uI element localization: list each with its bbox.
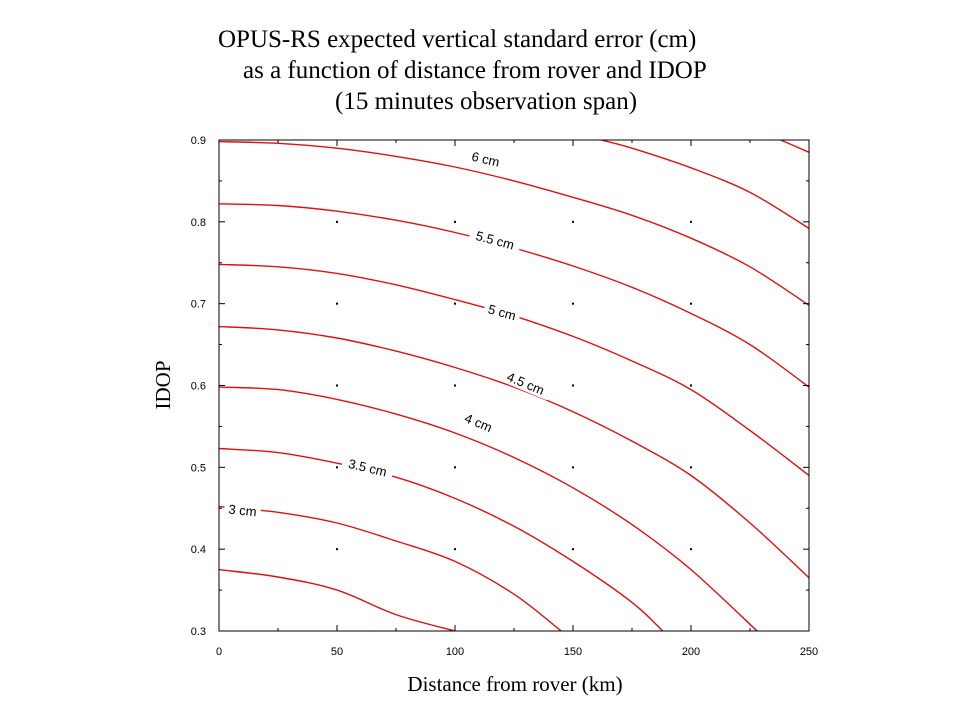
contour-label-bg [466,146,506,171]
y-tick-label: 0.7 [191,299,206,311]
sample-point [454,302,456,305]
sample-point [572,466,574,469]
contour-label-6: 5.5 cm [468,225,523,255]
sample-point [336,548,338,551]
contour-line-7 [219,140,809,306]
contour-label-text: 3 cm [228,502,257,520]
contour-label-2: 3.5 cm [340,453,395,482]
sample-point [454,548,456,551]
sample-point [690,466,692,469]
sample-point [336,384,338,387]
sample-point [690,384,692,387]
contour-label-text: 4.5 cm [505,369,547,398]
sample-point [572,220,574,223]
contour-line-9 [780,140,809,153]
x-tick-label: 100 [446,646,464,658]
sample-point [690,220,692,223]
contour-line-0 [219,568,456,631]
contour-label-7: 6 cm [466,146,506,171]
contour-label-bg [498,365,553,401]
contour-label-text: 6 cm [470,149,501,170]
contour-label-3: 4 cm [458,407,499,437]
y-axis-label: IDOP [151,360,175,409]
contour-label-5: 5 cm [482,299,522,325]
x-axis-label: Distance from rover (km) [407,672,622,696]
y-tick-label: 0.6 [191,381,206,393]
contour-line-8 [601,140,809,229]
sample-point [454,220,456,223]
contour-line-3 [219,386,758,631]
sample-points [336,220,692,551]
sample-point [336,220,338,223]
contour-line-4 [219,325,809,579]
sample-point [454,384,456,387]
sample-point [336,466,338,469]
chart-title-line-2: as a function of distance from rover and… [243,57,707,84]
sample-point [336,302,338,305]
contour-label-text: 5.5 cm [474,228,516,252]
y-tick-label: 0.5 [191,462,206,474]
contour-label-bg [468,225,523,255]
y-tick-label: 0.8 [191,217,206,229]
x-tick-label: 150 [564,646,582,658]
sample-point [572,548,574,551]
x-tick-label: 50 [331,646,343,658]
contour-label-4: 4.5 cm [498,365,553,401]
contour-label-text: 4 cm [463,410,495,435]
y-tick-label: 0.9 [191,135,206,147]
sample-point [572,384,574,387]
chart-title-line-1: OPUS-RS expected vertical standard error… [218,26,697,53]
contour-labels: 3 cm 3.5 cm 4 cm 4.5 cm 5 cm 5.5 cm 6 cm [223,146,553,520]
contour-line-6 [219,203,809,388]
sample-point [690,302,692,305]
x-tick-label: 250 [800,646,818,658]
axes: 0 50 100 150 200 250 0.3 0.4 0.5 0.6 0.7 0.8 0.9 [191,135,818,658]
contour-label-bg [458,407,499,437]
contour-label-text: 3.5 cm [347,456,388,480]
y-tick-label: 0.3 [191,626,206,638]
contour-label-bg [223,500,262,520]
contour-label-bg [482,299,522,325]
sample-point [690,548,692,551]
y-tick-label: 0.4 [191,544,206,556]
contour-line-2 [219,447,664,631]
contour-label-text: 5 cm [486,301,517,323]
contour-label-bg [340,453,395,482]
x-tick-label: 0 [216,646,222,658]
sample-point [454,466,456,469]
chart-title-line-3: (15 minutes observation span) [335,88,638,115]
x-tick-label: 200 [682,646,700,658]
contour-lines [219,140,809,631]
contour-line-1 [219,505,562,631]
contour-label-1: 3 cm [223,500,262,520]
sample-point [572,302,574,305]
